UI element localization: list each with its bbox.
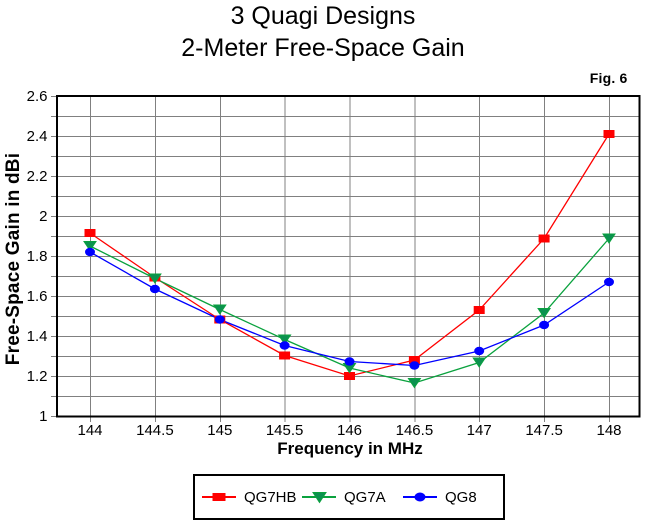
svg-text:2.4: 2.4 [27, 128, 48, 145]
svg-text:2.2: 2.2 [27, 168, 48, 185]
svg-text:QG7HB: QG7HB [244, 489, 297, 506]
svg-text:Frequency in MHz: Frequency in MHz [277, 439, 422, 458]
svg-text:2.6: 2.6 [27, 88, 48, 105]
svg-text:1.2: 1.2 [27, 368, 48, 385]
svg-text:Free-Space Gain in dBi: Free-Space Gain in dBi [3, 153, 24, 365]
svg-text:1.8: 1.8 [27, 248, 48, 265]
svg-text:145.5: 145.5 [266, 422, 304, 439]
svg-text:2: 2 [39, 208, 47, 225]
svg-text:Fig. 6: Fig. 6 [590, 70, 628, 86]
svg-text:QG7A: QG7A [344, 489, 386, 506]
svg-text:148: 148 [596, 422, 621, 439]
svg-text:1: 1 [39, 408, 47, 425]
svg-text:3 Quagi Designs: 3 Quagi Designs [231, 2, 416, 30]
svg-text:2-Meter Free-Space Gain: 2-Meter Free-Space Gain [181, 34, 464, 62]
svg-text:147.5: 147.5 [525, 422, 563, 439]
svg-text:146.5: 146.5 [396, 422, 434, 439]
svg-text:145: 145 [207, 422, 232, 439]
svg-text:QG8: QG8 [445, 489, 477, 506]
svg-text:146: 146 [337, 422, 362, 439]
svg-text:1.6: 1.6 [27, 288, 48, 305]
svg-text:144: 144 [77, 422, 102, 439]
svg-text:144.5: 144.5 [136, 422, 174, 439]
svg-text:147: 147 [467, 422, 492, 439]
svg-text:1.4: 1.4 [27, 328, 48, 345]
